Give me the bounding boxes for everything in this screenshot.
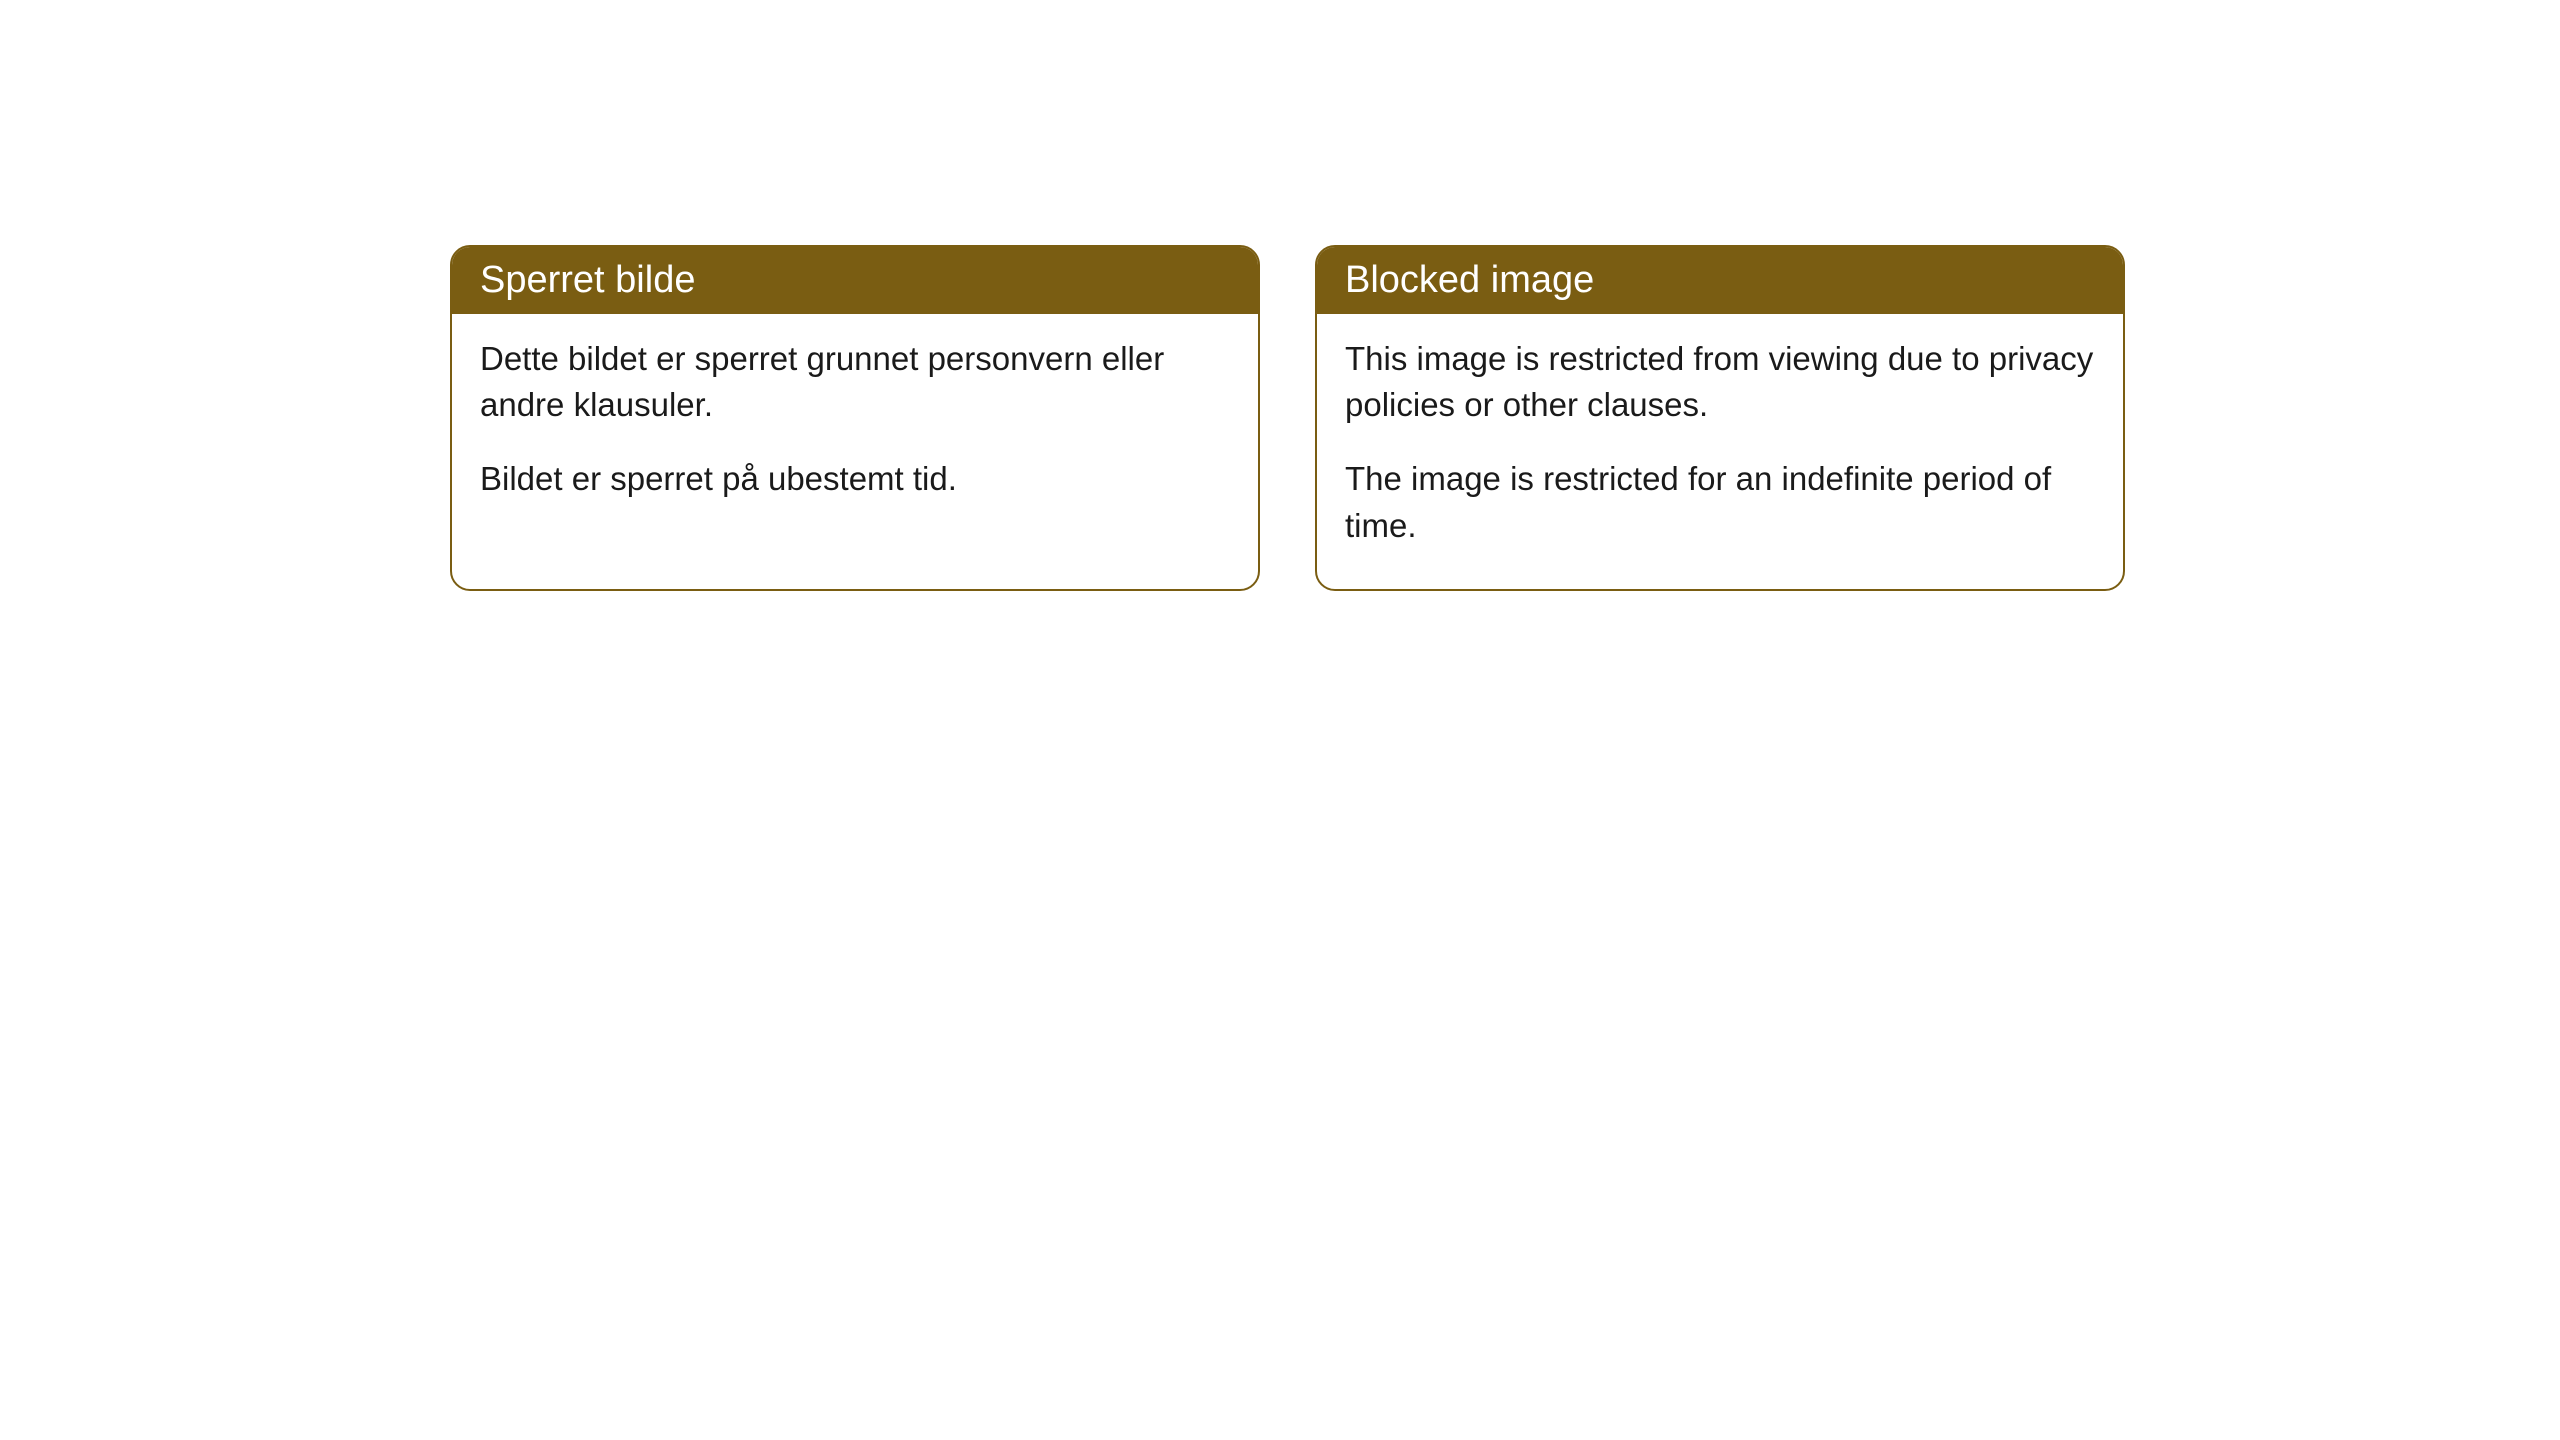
card-title: Blocked image — [1345, 259, 1594, 301]
card-header: Sperret bilde — [452, 247, 1258, 314]
card-paragraph: Dette bildet er sperret grunnet personve… — [480, 336, 1230, 428]
card-paragraph: The image is restricted for an indefinit… — [1345, 456, 2095, 548]
blocked-image-card-norwegian: Sperret bilde Dette bildet er sperret gr… — [450, 245, 1260, 591]
card-paragraph: Bildet er sperret på ubestemt tid. — [480, 456, 1230, 502]
card-title: Sperret bilde — [480, 259, 695, 301]
blocked-image-card-english: Blocked image This image is restricted f… — [1315, 245, 2125, 591]
card-body: Dette bildet er sperret grunnet personve… — [452, 314, 1258, 543]
notice-container: Sperret bilde Dette bildet er sperret gr… — [450, 245, 2125, 591]
card-body: This image is restricted from viewing du… — [1317, 314, 2123, 589]
card-header: Blocked image — [1317, 247, 2123, 314]
card-paragraph: This image is restricted from viewing du… — [1345, 336, 2095, 428]
